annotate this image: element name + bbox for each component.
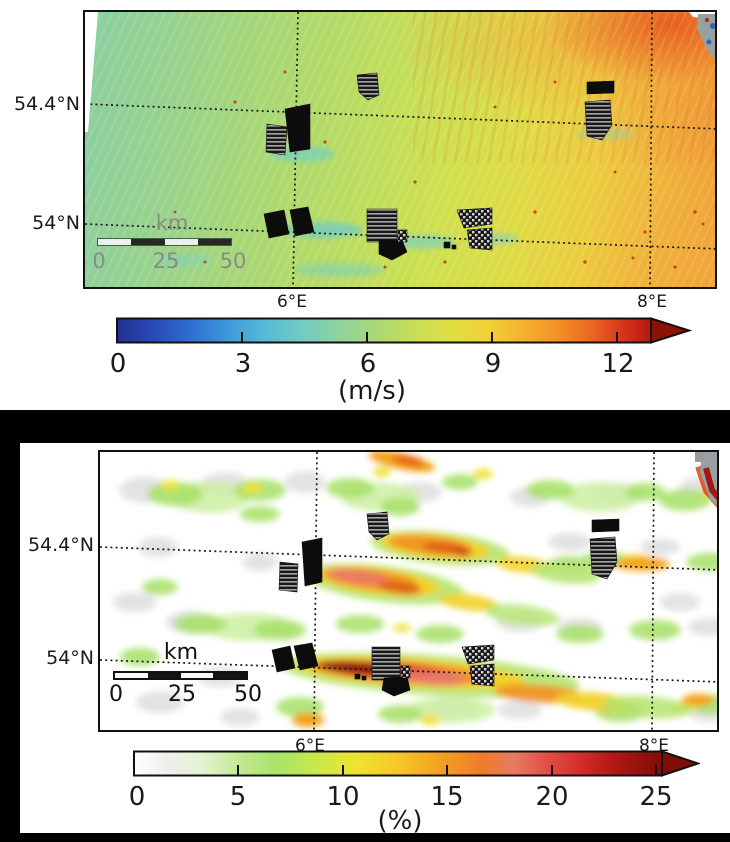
scalebar-tick: 50	[219, 249, 247, 273]
lon-label-8e-top: 8°E	[636, 292, 668, 312]
scalebar-tick: 0	[109, 682, 123, 707]
scalebar-unit-top: km	[155, 211, 189, 235]
cb1-unit-label: (m/s)	[338, 376, 406, 406]
cb1-tick: 6	[359, 349, 377, 379]
wind-deficit-map	[98, 450, 719, 732]
land-patch-top	[689, 12, 715, 60]
lat-label-54-4n-bottom: 54.4°N	[27, 534, 94, 556]
cb1-tick: 3	[234, 349, 252, 379]
lat-label-54n-top: 54°N	[32, 212, 80, 234]
cb2-tick: 0	[128, 782, 146, 812]
deficit-blobs	[113, 452, 717, 727]
scalebar-tick: 50	[234, 682, 262, 707]
scalebar-unit-bottom: km	[163, 640, 199, 665]
wind-farm-polygons-bottom	[271, 511, 620, 697]
cb1-tick: 0	[109, 349, 127, 379]
scalebar-tick: 25	[168, 682, 196, 707]
cb1-tick: 12	[601, 349, 635, 379]
scalebar-tick: 25	[152, 249, 180, 273]
map2-overlay	[100, 452, 717, 730]
gust-streak-texture	[412, 12, 715, 164]
cb2-unit-label: (%)	[377, 806, 423, 836]
cb2-tick: 5	[229, 782, 247, 812]
cb2-tick: 15	[430, 782, 464, 812]
colorbar-deficit	[133, 750, 702, 782]
cb1-tick: 9	[484, 349, 502, 379]
graticule-bottom	[100, 452, 717, 730]
swath-edge-wedge	[85, 12, 98, 132]
cb2-tick: 10	[326, 782, 360, 812]
outlier-speckles	[173, 70, 705, 269]
map1-overlay	[85, 12, 715, 287]
wind-speed-map	[83, 10, 717, 289]
lat-label-54n-bottom: 54°N	[46, 647, 94, 669]
lat-label-54-4n-top: 54.4°N	[13, 93, 80, 115]
lon-label-6e-top: 6°E	[276, 292, 308, 312]
colorbar-wind-speed	[116, 317, 694, 349]
wind-farm-polygons-top	[263, 72, 615, 261]
cb2-tick: 20	[535, 782, 569, 812]
scalebar-bottom	[113, 671, 248, 680]
scalebar-top	[97, 238, 232, 246]
scalebar-tick: 0	[92, 249, 106, 273]
land-patch-bottom	[695, 452, 717, 508]
cb2-tick: 25	[639, 782, 673, 812]
